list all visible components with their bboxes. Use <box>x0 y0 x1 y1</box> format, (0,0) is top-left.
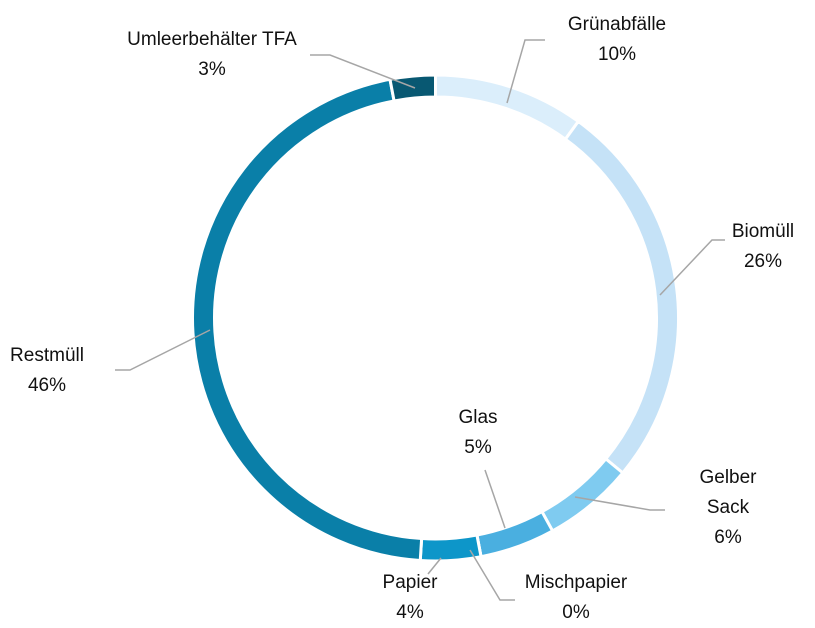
value-label: 3% <box>198 59 226 80</box>
leader-line <box>484 469 506 529</box>
category-label: Restmüll <box>10 345 84 366</box>
donut-slice <box>388 73 437 103</box>
leader-line <box>469 549 515 601</box>
value-label: 26% <box>743 251 783 272</box>
category-label: Gelber Sack <box>699 467 757 518</box>
category-label: Glas <box>458 407 498 428</box>
category-label: Umleerbehälter TFA <box>127 29 297 50</box>
donut-slice <box>191 77 424 563</box>
slice-label: Umleerbehälter TFA 3% <box>117 25 307 85</box>
category-label: Biomüll <box>731 221 795 242</box>
value-label: 5% <box>464 437 492 458</box>
leader-line <box>310 54 416 89</box>
leader-line <box>427 557 442 575</box>
value-label: 6% <box>714 527 742 548</box>
leader-line <box>574 496 665 511</box>
donut-slice <box>539 456 625 533</box>
donut-slice <box>434 73 581 142</box>
category-label: Grünabfälle <box>567 14 667 35</box>
slice-label: Biomüll 26% <box>732 217 794 277</box>
value-label: 10% <box>597 44 637 65</box>
donut-slice <box>563 119 680 476</box>
slice-label: Mischpapier 0% <box>525 568 627 628</box>
slice-label: Grünabfälle 10% <box>568 10 666 70</box>
value-label: 4% <box>396 602 424 623</box>
slice-label: Restmüll 46% <box>10 341 84 401</box>
value-label: 46% <box>27 375 67 396</box>
slice-label: Papier 4% <box>383 568 438 628</box>
value-label: 0% <box>562 602 590 623</box>
leader-line <box>506 39 545 104</box>
leader-line <box>659 239 725 296</box>
leader-line <box>115 329 211 371</box>
donut-slice <box>475 509 555 559</box>
donut-slice <box>418 533 483 563</box>
slice-label: Glas 5% <box>458 403 497 463</box>
category-label: Mischpapier <box>524 572 628 593</box>
slice-label: Gelber Sack 6% <box>685 463 772 553</box>
category-label: Papier <box>382 572 438 593</box>
